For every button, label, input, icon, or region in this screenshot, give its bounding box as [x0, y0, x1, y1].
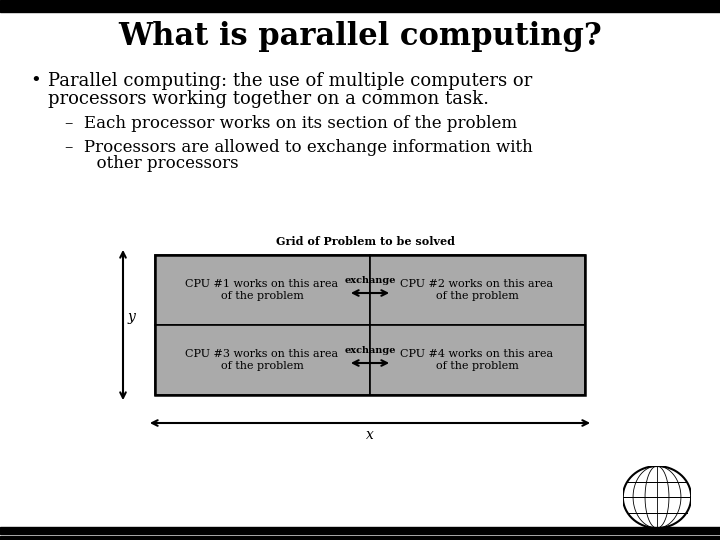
Bar [370, 325, 585, 395]
Text: CPU #2 works on this area
of the problem: CPU #2 works on this area of the problem [400, 279, 554, 301]
Bar [155, 325, 370, 395]
Bar [0, 536, 720, 540]
Text: exchange: exchange [344, 276, 396, 285]
Bar [155, 255, 585, 395]
Text: Parallel computing: the use of multiple computers or: Parallel computing: the use of multiple … [48, 72, 532, 90]
Text: •: • [30, 72, 41, 90]
Bar [0, 527, 720, 534]
Bar [155, 255, 370, 325]
Text: Grid of Problem to be solved: Grid of Problem to be solved [276, 236, 454, 247]
Text: –  Each processor works on its section of the problem: – Each processor works on its section of… [65, 115, 517, 132]
Text: y: y [128, 310, 136, 324]
Text: –  Processors are allowed to exchange information with: – Processors are allowed to exchange inf… [65, 139, 533, 156]
Text: CPU #4 works on this area
of the problem: CPU #4 works on this area of the problem [400, 349, 554, 371]
Bar [370, 255, 585, 325]
Text: CPU #3 works on this area
of the problem: CPU #3 works on this area of the problem [186, 349, 338, 371]
Text: processors working together on a common task.: processors working together on a common … [48, 90, 489, 108]
Text: CPU #1 works on this area
of the problem: CPU #1 works on this area of the problem [186, 279, 338, 301]
Text: exchange: exchange [344, 346, 396, 355]
Text: other processors: other processors [65, 155, 238, 172]
Text: x: x [366, 428, 374, 442]
Text: What is parallel computing?: What is parallel computing? [118, 22, 602, 52]
Bar [0, 0, 720, 12]
